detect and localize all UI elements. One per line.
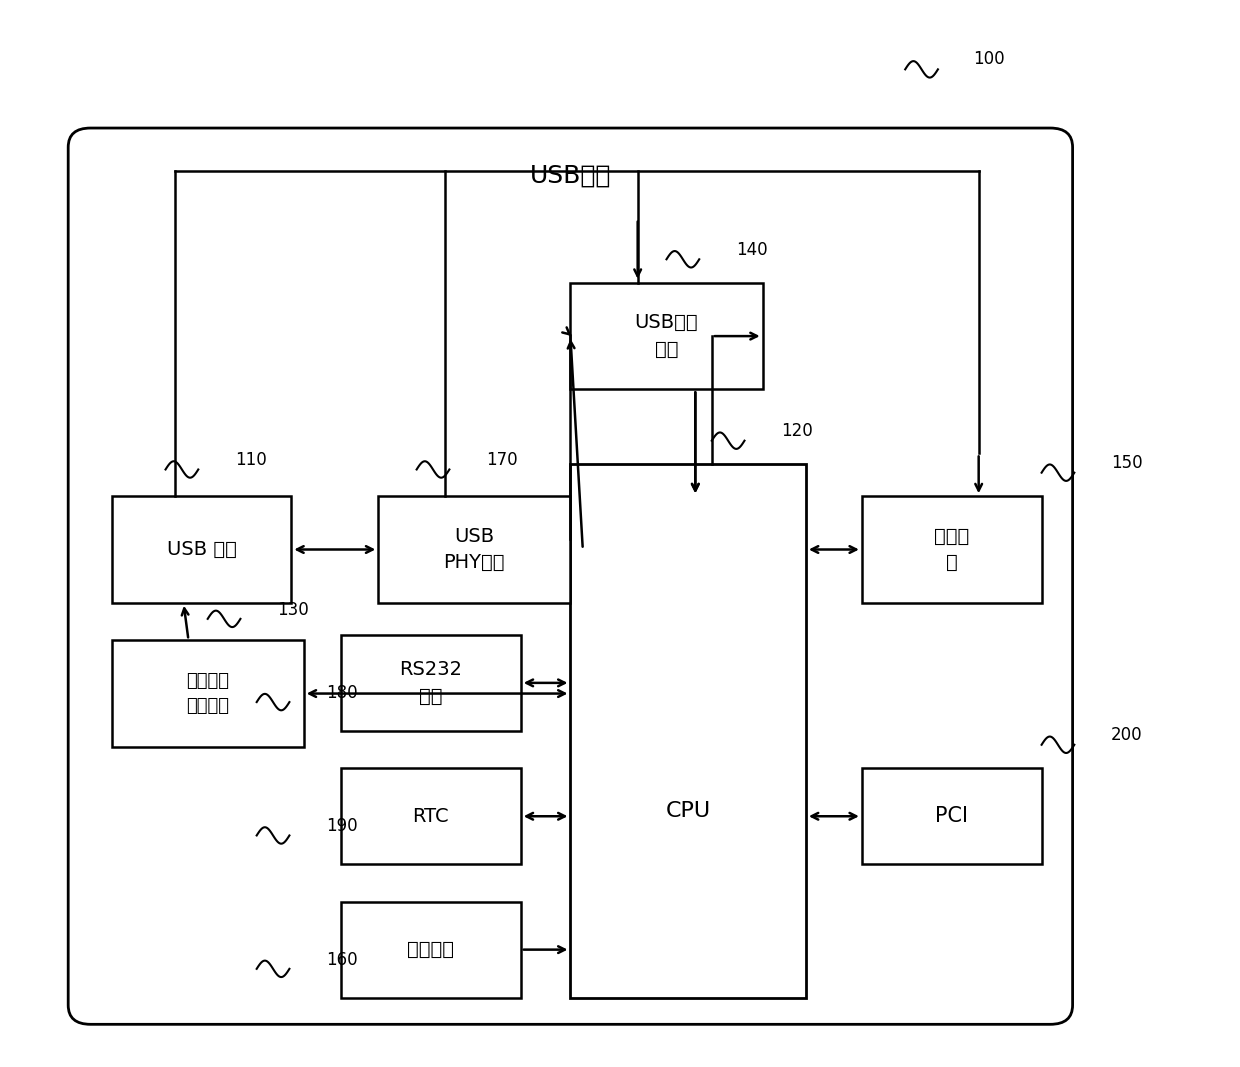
Bar: [341, 768, 521, 864]
Text: 170: 170: [486, 451, 518, 469]
Text: USB
PHY单元: USB PHY单元: [444, 527, 505, 572]
FancyBboxPatch shape: [68, 128, 1073, 1024]
Text: 110: 110: [236, 451, 267, 469]
Bar: [341, 902, 521, 998]
Text: 自带电源: 自带电源: [408, 940, 454, 959]
Text: 190: 190: [326, 817, 358, 835]
Text: 140: 140: [737, 241, 768, 259]
Text: 存储单
元: 存储单 元: [934, 527, 970, 572]
Text: USB控制
芯片: USB控制 芯片: [635, 314, 698, 359]
Text: 上电状态
检测单元: 上电状态 检测单元: [186, 672, 229, 715]
Bar: [341, 635, 521, 731]
Bar: [378, 496, 570, 603]
Text: 200: 200: [1111, 727, 1143, 745]
Text: 160: 160: [326, 951, 358, 969]
Text: RTC: RTC: [413, 807, 449, 826]
Bar: [862, 768, 1042, 864]
Text: USB设备: USB设备: [529, 164, 611, 188]
Text: 150: 150: [1111, 455, 1143, 473]
Text: 130: 130: [277, 601, 309, 619]
Bar: [570, 464, 806, 998]
Text: PCI: PCI: [935, 807, 968, 826]
Bar: [862, 496, 1042, 603]
Bar: [112, 496, 291, 603]
Bar: [570, 283, 763, 389]
Text: 180: 180: [326, 684, 358, 702]
Text: 120: 120: [781, 423, 813, 441]
Bar: [112, 640, 304, 747]
Text: USB 接口: USB 接口: [166, 540, 237, 559]
Text: CPU: CPU: [666, 801, 711, 821]
Text: RS232
串口: RS232 串口: [399, 660, 463, 705]
Text: 100: 100: [973, 50, 1006, 68]
